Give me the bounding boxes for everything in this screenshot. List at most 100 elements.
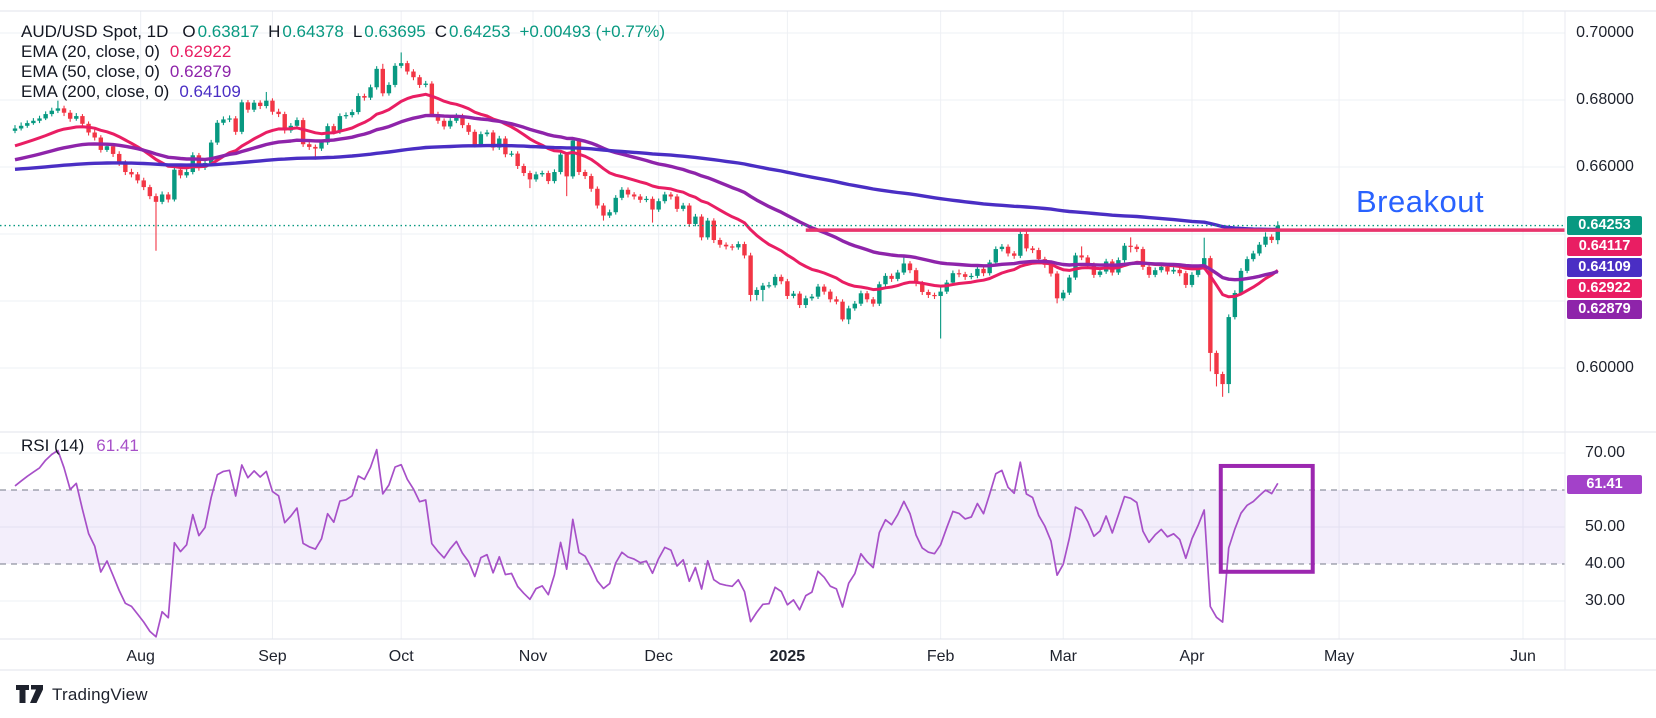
price-chart-canvas[interactable]: [0, 0, 1656, 680]
candle-body: [1165, 266, 1170, 272]
ema200-line[interactable]: [14, 143, 1278, 232]
candle-body: [1220, 374, 1225, 385]
price-scale-label[interactable]: 0.60000: [1576, 359, 1634, 376]
candle-body: [386, 84, 392, 94]
time-axis-label-Sep[interactable]: Sep: [258, 648, 287, 665]
rsi-legend: RSI (14) 61.41: [21, 436, 139, 456]
candle-body: [251, 102, 257, 110]
candle-body: [552, 172, 557, 182]
candle-body: [920, 283, 925, 292]
symbol-legend: AUD/USD Spot, 1D O 0.63817 H 0.64378 L 0.6369…: [21, 22, 674, 102]
candle-body: [975, 268, 980, 276]
rsi-label: RSI (14): [21, 436, 85, 455]
candle-body: [282, 114, 287, 131]
candle-body: [264, 100, 269, 107]
price-scale-label[interactable]: 0.66000: [1576, 158, 1634, 175]
candle-body: [815, 286, 821, 297]
candle-body: [858, 293, 864, 304]
candle-body: [693, 216, 698, 224]
rsi-band: [0, 490, 1565, 564]
ohlc-item-l: L 0.63695: [352, 22, 426, 41]
candle-body: [993, 249, 998, 263]
time-axis-label-Aug[interactable]: Aug: [126, 648, 155, 665]
time-axis-label-Dec[interactable]: Dec: [644, 648, 673, 665]
candle-body: [423, 83, 428, 85]
rsi-scale-label[interactable]: 40.00: [1584, 555, 1626, 572]
tradingview-logo-icon[interactable]: [16, 684, 43, 705]
rsi-badge: 61.41: [1567, 475, 1642, 495]
candle-body: [1128, 245, 1133, 247]
candle-body: [417, 77, 422, 85]
time-axis-label-Feb[interactable]: Feb: [926, 648, 955, 665]
candle-body: [981, 268, 986, 274]
candle-body: [55, 108, 61, 111]
candle-body: [196, 155, 202, 168]
price-badge: 0.64253: [1567, 216, 1642, 236]
rsi-scale-label[interactable]: 70.00: [1584, 444, 1626, 461]
candle-body: [129, 172, 134, 175]
time-axis-label-Apr[interactable]: Apr: [1179, 648, 1205, 665]
candle-body: [662, 194, 667, 202]
price-scale-label[interactable]: 0.68000: [1576, 91, 1634, 108]
ema20-line[interactable]: [14, 92, 1279, 299]
candle-body: [1195, 267, 1201, 275]
time-axis-label-2025[interactable]: 2025: [769, 648, 806, 665]
breakout-annotation[interactable]: Breakout: [1356, 184, 1485, 219]
candle-body: [1238, 270, 1244, 293]
candle-body: [889, 275, 894, 279]
ohlc-item-h: H 0.64378: [268, 22, 344, 41]
candle-body: [123, 162, 128, 173]
rsi-scale-label[interactable]: 30.00: [1584, 592, 1626, 609]
candle-body: [1189, 274, 1195, 285]
ema50-line[interactable]: [14, 113, 1279, 282]
indicator-row-ema20: EMA (20, close, 0) 0.62922: [21, 42, 232, 61]
candle-body: [589, 176, 594, 189]
candle-body: [362, 95, 367, 98]
candle-body: [668, 194, 674, 197]
rsi-line[interactable]: [14, 448, 1279, 638]
candle-body: [950, 273, 956, 283]
rsi-highlight-box[interactable]: [1218, 463, 1315, 574]
candle-body: [221, 119, 226, 123]
candle-body: [484, 132, 490, 135]
candle-body: [1263, 236, 1268, 245]
candle-body: [546, 173, 551, 182]
candle-body: [760, 285, 766, 290]
candle-body: [619, 189, 625, 198]
candle-body: [631, 194, 637, 197]
candle-body: [840, 301, 845, 320]
rsi-scale-label[interactable]: 50.00: [1584, 518, 1626, 535]
candle-body: [276, 111, 281, 115]
candle-body: [515, 153, 520, 166]
candle-body: [1061, 292, 1066, 299]
candle-body: [43, 114, 48, 119]
time-axis-label-Nov[interactable]: Nov: [518, 648, 548, 665]
candle-body: [595, 188, 600, 206]
candle-body: [638, 196, 643, 200]
price-scale-label[interactable]: 0.70000: [1576, 24, 1634, 41]
candle-body: [785, 281, 790, 296]
candle-body: [1183, 273, 1189, 285]
candle-body: [1171, 269, 1176, 272]
candle-body: [49, 110, 54, 115]
candle-body: [576, 140, 582, 173]
symbol-title: AUD/USD Spot, 1D: [21, 22, 169, 41]
time-axis-label-Jun[interactable]: Jun: [1510, 648, 1536, 665]
tradingview-wordmark[interactable]: TradingView: [52, 684, 148, 704]
candle-body: [1232, 292, 1238, 318]
candle-body: [821, 286, 827, 292]
candle-body: [999, 246, 1005, 250]
candle-body: [613, 197, 618, 213]
candle-body: [12, 128, 18, 131]
candle-body: [245, 102, 251, 110]
candle-body: [374, 68, 379, 88]
time-axis-label-Oct[interactable]: Oct: [388, 648, 414, 665]
candle-body: [1257, 244, 1262, 254]
time-axis-label-Mar[interactable]: Mar: [1049, 648, 1077, 665]
candle-body: [61, 108, 67, 113]
indicator-row-ema200: EMA (200, close, 0) 0.64109: [21, 82, 241, 101]
time-axis-label-May[interactable]: May: [1323, 648, 1355, 665]
candle-body: [987, 262, 992, 274]
candle-body: [490, 132, 496, 148]
candle-body: [337, 116, 343, 132]
